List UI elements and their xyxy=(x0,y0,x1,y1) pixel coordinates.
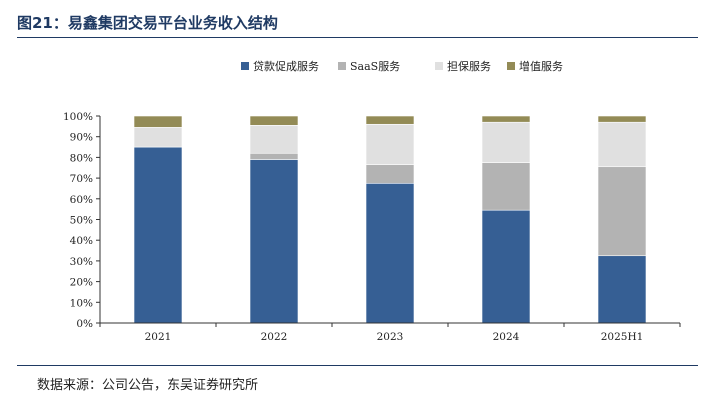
y-tick-label: 10% xyxy=(70,297,93,309)
y-tick-label: 30% xyxy=(70,256,93,268)
source-divider xyxy=(17,365,698,366)
bar-segment xyxy=(597,121,647,168)
bar-segment xyxy=(249,159,299,324)
legend-label: 贷款促成服务 xyxy=(253,59,319,73)
legend-label: 担保服务 xyxy=(447,59,491,73)
legend-swatch xyxy=(338,62,346,70)
legend: 贷款促成服务 SaaS服务 担保服务 增值服务 xyxy=(241,59,563,73)
legend-label: 增值服务 xyxy=(519,59,563,73)
bar-segment xyxy=(597,255,647,324)
bar-segment xyxy=(597,166,647,257)
bars xyxy=(133,115,647,324)
y-tick-label: 100% xyxy=(63,111,93,123)
chart-title: 图21：易鑫集团交易平台业务收入结构 xyxy=(17,14,278,32)
y-tick-label: 0% xyxy=(76,318,93,330)
bar-segment xyxy=(365,182,415,324)
bar-segment xyxy=(481,162,531,211)
x-tick-label: 2021 xyxy=(145,331,172,343)
y-tick-label: 20% xyxy=(70,277,93,289)
bar-segment xyxy=(365,115,415,125)
x-tick-label: 2024 xyxy=(493,331,520,343)
bar-segment xyxy=(365,164,415,184)
bar-segment xyxy=(597,115,647,123)
y-tick-label: 60% xyxy=(70,194,93,206)
y-tick-label: 90% xyxy=(70,132,93,144)
bar-segment xyxy=(133,146,183,324)
bar-segment xyxy=(481,209,531,324)
source-note: 数据来源：公司公告，东吴证券研究所 xyxy=(37,378,259,393)
y-tick-label: 80% xyxy=(70,152,93,164)
bar-segment xyxy=(481,121,531,163)
x-tick-label: 2022 xyxy=(261,331,288,343)
legend-label: SaaS服务 xyxy=(350,60,400,73)
y-tick-label: 70% xyxy=(70,173,93,185)
legend-swatch xyxy=(435,62,443,70)
bar-segment xyxy=(133,115,183,128)
x-axis: 2021 2022 2023 2024 2025H1 xyxy=(99,322,681,343)
y-axis: 0% 10% 20% 30% 40% 50% 60% 70% 80% 90% 100% xyxy=(63,111,101,330)
bar-segment xyxy=(249,125,299,154)
legend-swatch xyxy=(241,62,249,70)
y-tick-label: 40% xyxy=(70,235,93,247)
x-tick-label: 2023 xyxy=(377,331,404,343)
title-divider xyxy=(17,37,698,38)
stacked-bar-chart: 贷款促成服务 SaaS服务 担保服务 增值服务 0% 10% 20% 30% 40% 50% 60… xyxy=(63,59,681,343)
y-tick-label: 50% xyxy=(70,215,93,227)
bar-segment xyxy=(365,123,415,165)
x-tick-label: 2025H1 xyxy=(601,331,644,343)
bar-segment xyxy=(249,115,299,126)
bar-segment xyxy=(481,115,531,123)
bar-segment xyxy=(133,127,183,148)
legend-swatch xyxy=(507,62,515,70)
bar-segment xyxy=(249,152,299,160)
